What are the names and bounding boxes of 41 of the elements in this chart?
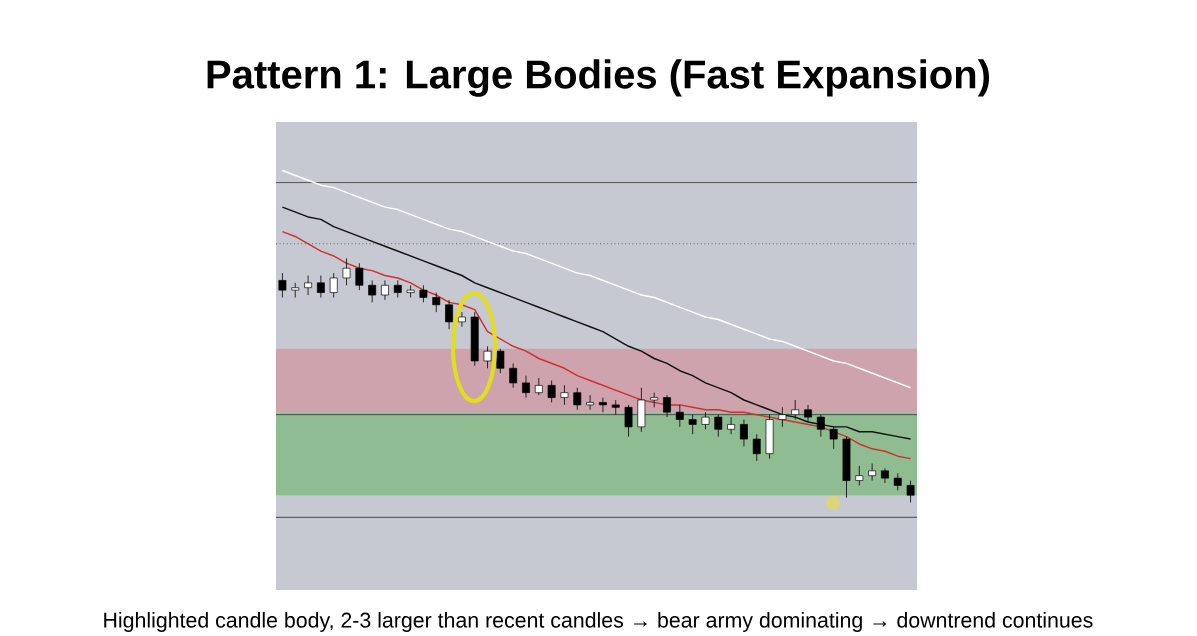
candlestick [881,467,889,484]
candlestick [342,257,351,286]
candlestick [329,272,338,298]
candlestick [598,396,607,413]
candlestick [675,404,684,428]
candlestick [752,433,761,462]
candlestick [445,299,454,330]
candlestick [278,272,287,298]
candlestick [522,375,530,398]
text: Highlighted candle body, 2-3 larger than recent candles → bear army dominating → downtrend continues [104,611,1093,632]
chart-title: Pattern 1: Large Bodies (Fast Expansion) [207,59,989,97]
candlestick [368,279,377,303]
candlestick [457,311,466,327]
candlestick [624,404,633,437]
candlestick [688,414,697,435]
candlestick [316,274,325,298]
candlestick [829,426,838,450]
candlestick [804,404,812,423]
candlestick [855,465,864,486]
candlestick [727,416,736,435]
candlestick [586,394,595,410]
candlestick [509,362,518,389]
candlestick [355,262,364,291]
candlestick [791,399,800,420]
candlestick [868,462,877,481]
candlestick [906,479,915,503]
candlestick [816,414,825,437]
candlestick [483,345,492,369]
candlestick [496,348,505,374]
candlestick [381,279,389,301]
candlestick [304,274,312,296]
candlestick [560,384,569,406]
candlestick [778,406,787,428]
candlestick [547,379,556,403]
candlestick [611,399,620,415]
candlestick [573,387,582,410]
candlestick [663,394,671,418]
candlestick [406,284,415,298]
candlestick [740,418,748,447]
candlestick [714,414,723,437]
candlestick [432,292,441,313]
